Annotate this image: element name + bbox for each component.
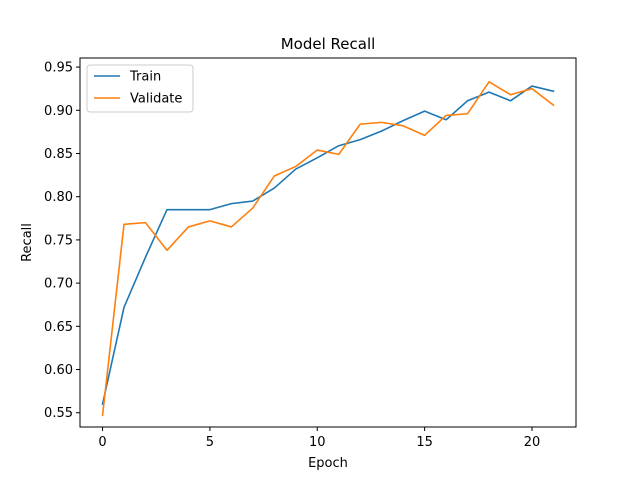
x-tick-label: 15 xyxy=(416,435,433,450)
y-tick-label: 0.95 xyxy=(44,61,73,76)
x-tick-label: 5 xyxy=(206,435,214,450)
plot-area xyxy=(80,58,576,427)
y-tick-label: 0.60 xyxy=(44,363,73,378)
x-axis-label: Epoch xyxy=(308,456,348,471)
y-tick-label: 0.90 xyxy=(44,104,73,119)
legend-label-train: Train xyxy=(129,70,161,85)
y-tick-label: 0.55 xyxy=(44,406,73,421)
y-tick-label: 0.75 xyxy=(44,233,73,248)
y-tick-label: 0.80 xyxy=(44,190,73,205)
y-tick-label: 0.85 xyxy=(44,147,73,162)
x-tick-label: 20 xyxy=(524,435,541,450)
legend: Train Validate xyxy=(86,64,194,113)
series-line-validate xyxy=(101,80,555,417)
chart-title: Model Recall xyxy=(281,35,376,53)
y-axis-label: Recall xyxy=(20,223,35,262)
x-tick-label: 10 xyxy=(309,435,326,450)
y-tick-label: 0.70 xyxy=(44,277,73,292)
x-tick-label: 0 xyxy=(98,435,106,450)
legend-label-validate: Validate xyxy=(130,92,182,107)
y-tick-label: 0.65 xyxy=(44,320,73,335)
plot-frame xyxy=(79,57,577,428)
